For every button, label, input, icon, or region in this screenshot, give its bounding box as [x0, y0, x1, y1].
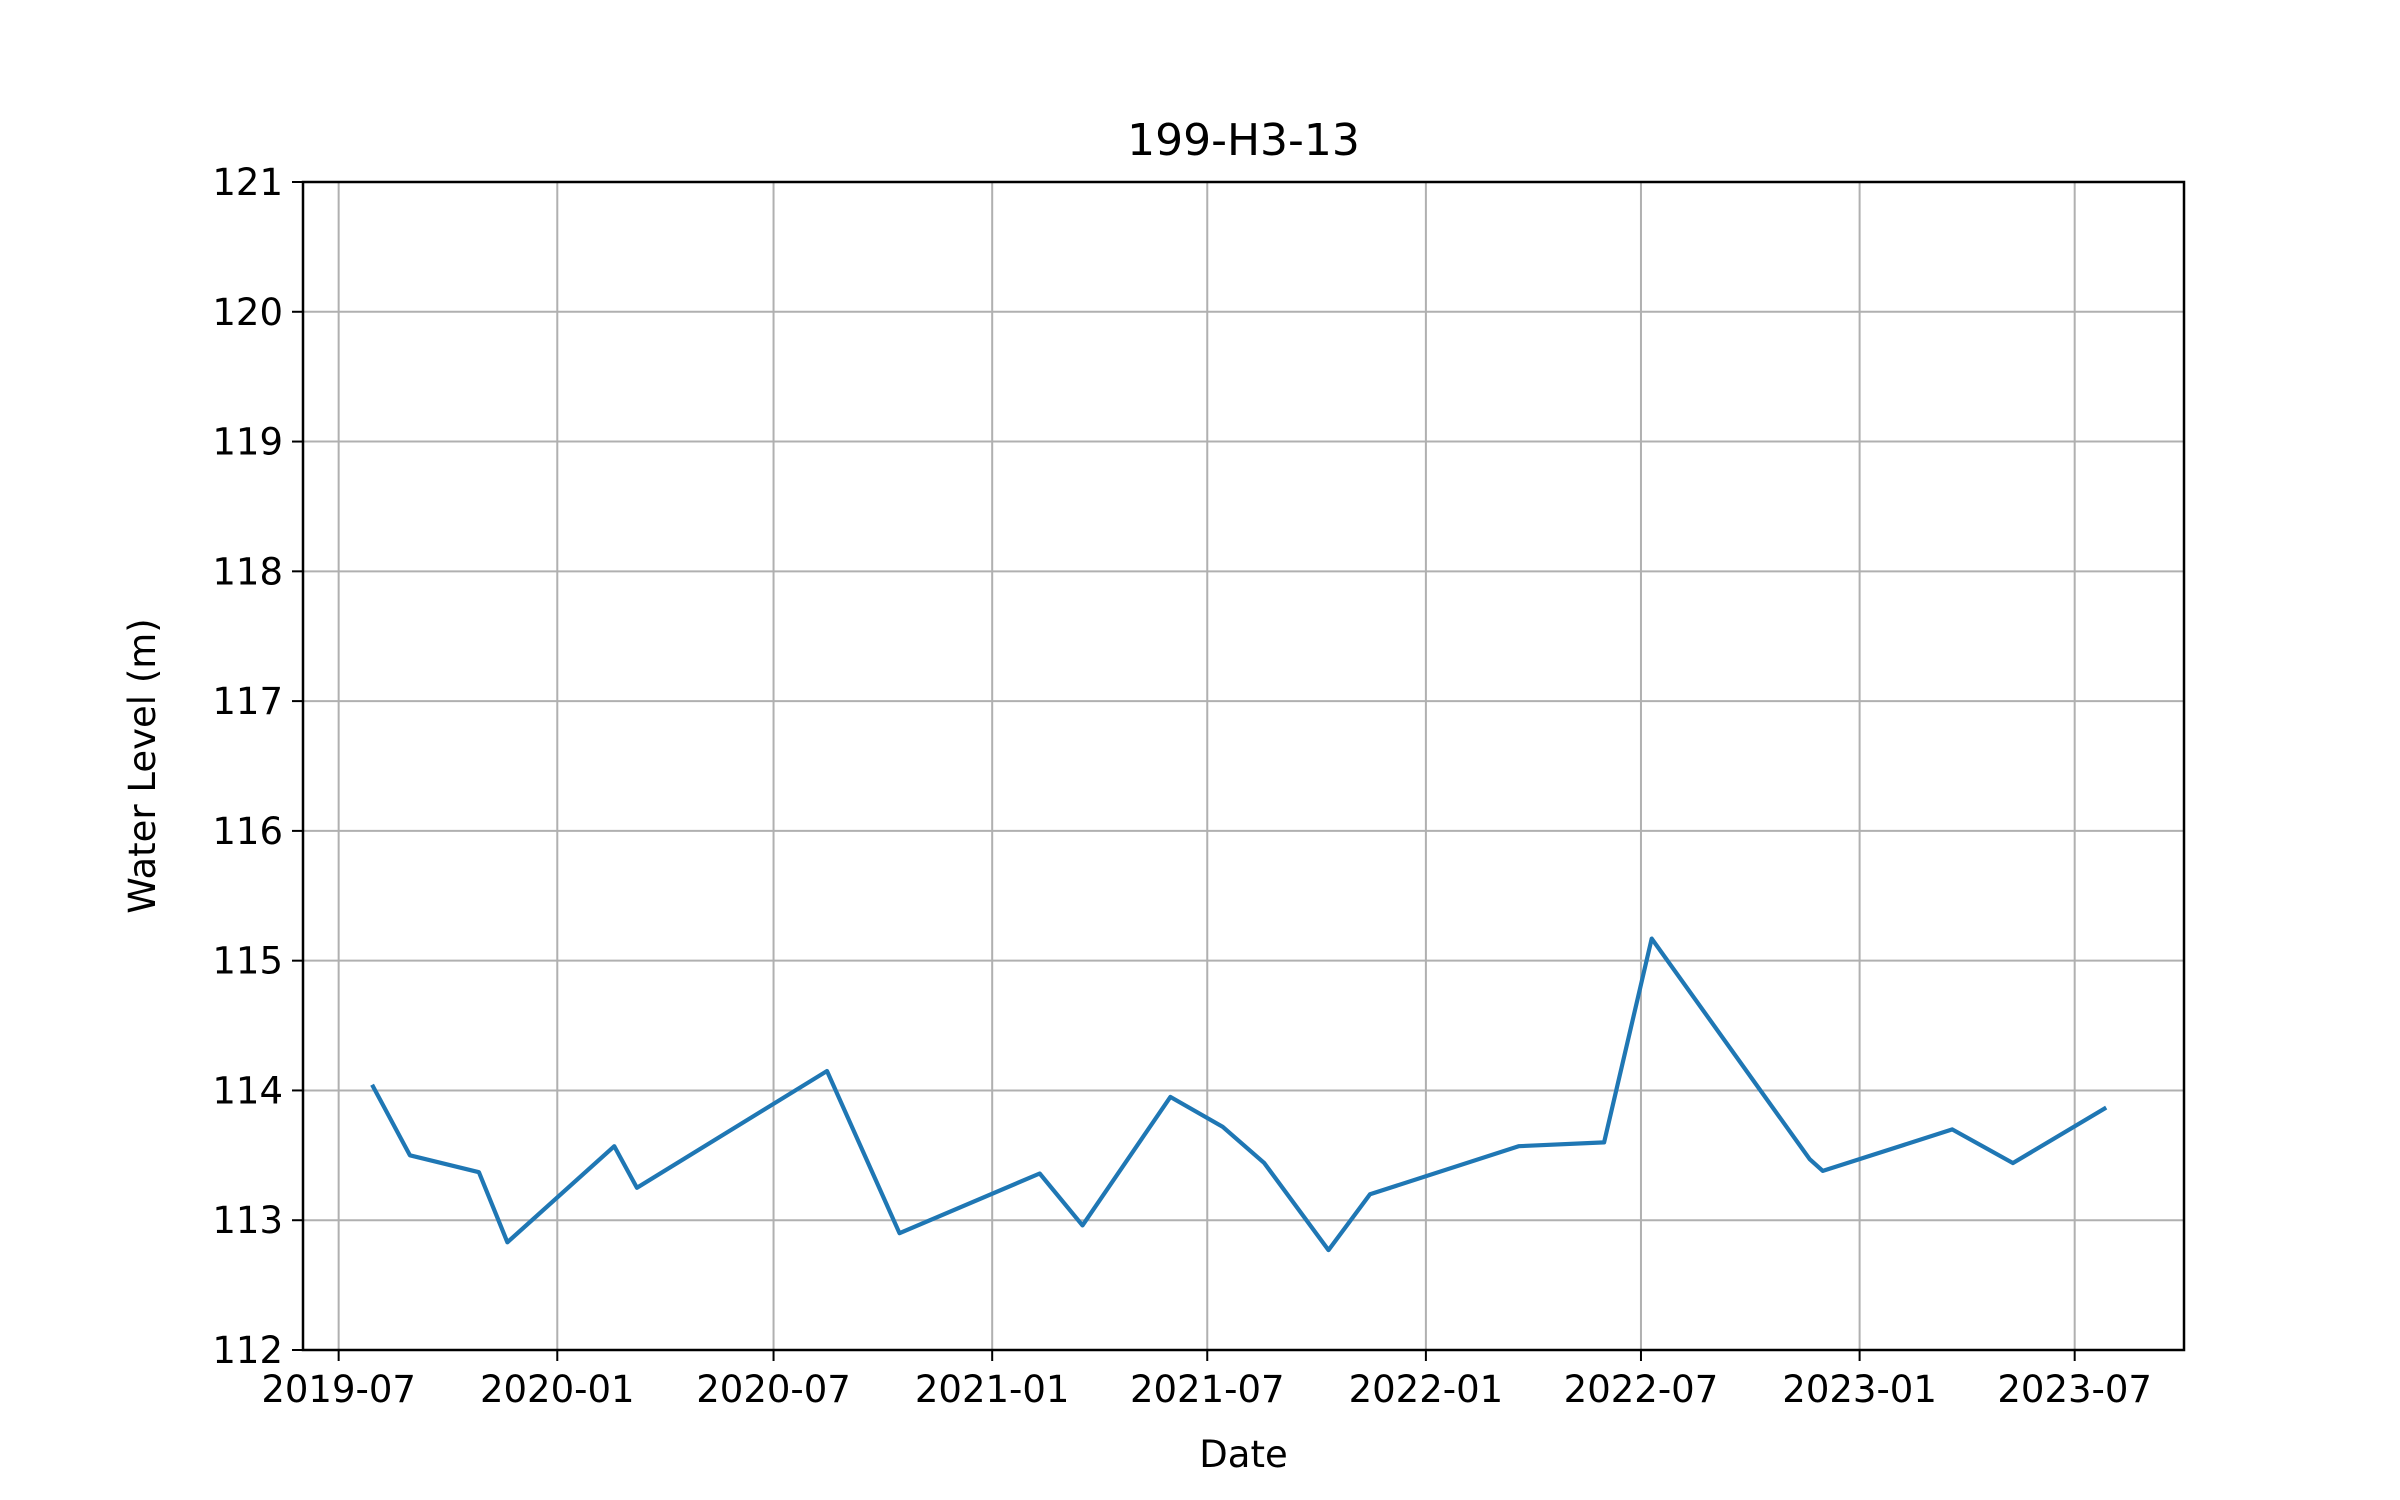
y-tick-label: 112 — [212, 1329, 283, 1372]
series-layer — [370, 936, 2108, 1253]
plot-frame — [301, 180, 2186, 1352]
y-tick-label: 119 — [212, 421, 283, 464]
x-tick-label: 2021-07 — [1130, 1368, 1285, 1411]
x-tick-label: 2023-07 — [1997, 1368, 2152, 1411]
chart-title: 199-H3-13 — [1127, 115, 1360, 166]
axis-ticks: 112 113 114 115 116 117 118 119 120 121 2019-07 202… — [212, 161, 2152, 1411]
grid-lines — [303, 181, 2184, 1351]
x-axis-label: Date — [1199, 1433, 1287, 1476]
x-tick-label: 2023-01 — [1782, 1368, 1937, 1411]
y-tick-label: 116 — [212, 810, 283, 853]
y-axis-label: Water Level (m) — [121, 618, 164, 913]
series-line — [370, 936, 2108, 1253]
x-tick-label: 2020-01 — [480, 1368, 635, 1411]
x-tick-label: 2021-01 — [915, 1368, 1070, 1411]
y-tick-label: 118 — [212, 550, 283, 593]
y-tick-label: 117 — [212, 680, 283, 723]
y-tick-label: 121 — [212, 161, 283, 204]
x-tick-label: 2022-07 — [1564, 1368, 1719, 1411]
y-tick-label: 115 — [212, 940, 283, 983]
x-tick-label: 2020-07 — [696, 1368, 851, 1411]
y-tick-label: 120 — [212, 291, 283, 334]
y-tick-label: 113 — [212, 1199, 283, 1242]
y-tick-label: 114 — [212, 1069, 283, 1112]
x-tick-label: 2019-07 — [261, 1368, 416, 1411]
x-tick-label: 2022-01 — [1349, 1368, 1504, 1411]
